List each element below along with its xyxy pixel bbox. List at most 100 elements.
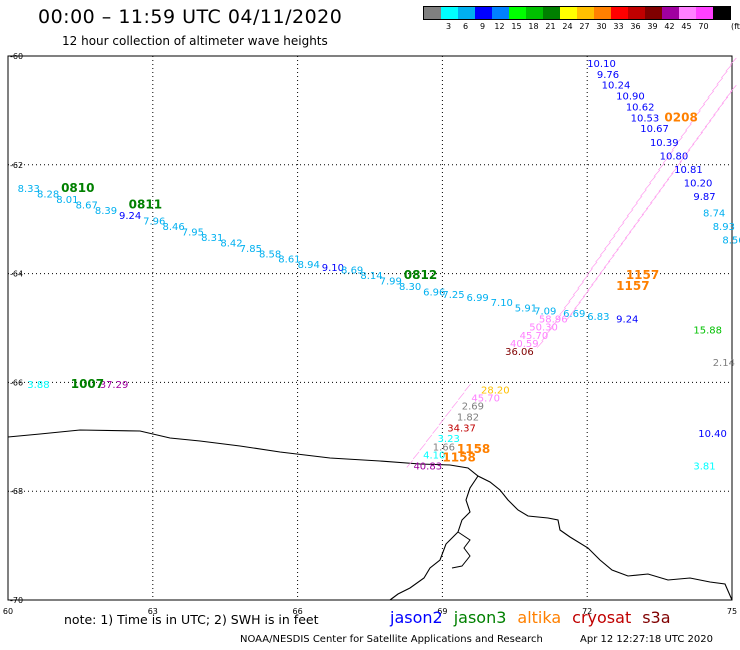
swh-value: 28.20 — [481, 385, 510, 396]
swh-value: 7.95 — [182, 228, 204, 239]
swh-value: 7.09 — [534, 306, 556, 317]
wave-height-values: 8.338.288.018.678.39 9.24 7.968.467.958.31… — [18, 59, 740, 473]
x-tick-label: 60 — [3, 607, 13, 616]
swh-value: 8.30 — [399, 282, 421, 293]
swh-value: 10.90 — [616, 92, 645, 103]
x-tick-label: 63 — [148, 607, 158, 616]
swh-value: 8.94 — [298, 260, 320, 271]
plot-frame — [7, 55, 733, 601]
swh-value: 7.10 — [491, 298, 513, 309]
pass-time-label: 0812 — [404, 268, 437, 282]
swh-value: 3.23 — [438, 434, 460, 445]
color-swatch — [526, 7, 543, 19]
swh-value: 3.88 — [27, 380, 49, 391]
swh-value: 40.59 — [510, 339, 539, 350]
color-scale-tick: 36 — [630, 22, 641, 31]
swh-value: 8.01 — [56, 195, 78, 206]
color-swatch — [458, 7, 475, 19]
satellite-name: cryosat — [572, 608, 632, 627]
swh-value: 7.85 — [240, 244, 262, 255]
color-swatch — [577, 7, 594, 19]
y-tick-label: -66 — [10, 378, 23, 387]
swh-value: 10.40 — [698, 429, 727, 440]
swh-value: 8.14 — [360, 271, 382, 282]
grid-lines — [8, 56, 732, 600]
color-scale-tick: 18 — [528, 22, 539, 31]
swh-value: 9.24 — [616, 315, 638, 326]
pass-time-label: 0208 — [664, 110, 697, 124]
color-swatch — [662, 7, 679, 19]
satellite-legend: jason2 jason3 altika cryosat s3a — [390, 608, 682, 627]
swh-value: 8.33 — [18, 184, 40, 195]
antarctic-coastline — [7, 429, 733, 601]
y-tick-label: -62 — [10, 161, 23, 170]
track-mark: — — [726, 54, 740, 69]
swh-value: 6.69 — [563, 309, 585, 320]
swh-value: 8.67 — [76, 200, 98, 211]
color-swatch — [441, 7, 458, 19]
swh-value: 7.25 — [442, 290, 464, 301]
color-swatch — [475, 7, 492, 19]
pass-time-label: 0811 — [129, 197, 162, 211]
swh-value: 10.10 — [587, 59, 616, 70]
swh-value: 15.88 — [693, 325, 722, 336]
color-scale-tick: 24 — [562, 22, 573, 31]
color-swatch — [713, 7, 730, 19]
track-mark: — — [726, 81, 740, 96]
swh-value: 8.28 — [37, 189, 59, 200]
satellite-name: jason3 — [453, 608, 507, 627]
swh-value: 10.24 — [602, 81, 631, 92]
color-scale-tick: 15 — [511, 22, 522, 31]
swh-value: 8.56 — [722, 236, 740, 247]
satellite-name: altika — [517, 608, 562, 627]
pass-time-label: 1157 — [616, 279, 649, 293]
generated-timestamp: Apr 12 12:27:18 UTC 2020 — [580, 634, 713, 645]
pass-time-label: 1158 — [442, 450, 475, 464]
satellite-name: jason2 — [390, 608, 443, 627]
swh-value: 8.69 — [341, 266, 363, 277]
swh-value: 9.76 — [597, 70, 619, 81]
swh-value: 45.70 — [520, 331, 549, 342]
swh-value: 58.96 — [539, 315, 568, 326]
swh-value: 10.20 — [684, 179, 713, 190]
swh-value: 9.87 — [693, 192, 715, 203]
swh-value: 45.70 — [471, 393, 500, 404]
pass-time-label: 0810 — [61, 181, 94, 195]
color-scale-tick: 6 — [462, 22, 469, 31]
pass-time-label: 1158 — [457, 442, 490, 456]
axis-ticks: 60 63 66 69 72 75-60-62-64-66-68-70 — [3, 52, 737, 616]
map-title: 00:00 – 11:59 UTC 04/11/2020 — [38, 6, 343, 28]
color-swatch — [611, 7, 628, 19]
swh-value: 50.30 — [529, 323, 558, 334]
units-note: note: 1) Time is in UTC; 2) SWH is in fe… — [64, 612, 319, 627]
color-swatch — [628, 7, 645, 19]
pass-time-label: 1157 — [626, 268, 659, 282]
color-scale-tick: 33 — [613, 22, 624, 31]
y-tick-label: -64 — [10, 270, 23, 279]
satellite-tracks: ————————————————————————————————————————… — [402, 54, 740, 471]
swh-value: 8.58 — [259, 249, 281, 260]
swh-value: 40.83 — [413, 461, 442, 472]
color-scale-tick: 3 — [445, 22, 452, 31]
swh-value: 9.10 — [322, 263, 344, 274]
swh-value: 37.29 — [100, 380, 129, 391]
x-tick-label: 66 — [293, 607, 303, 616]
swh-value: 8.74 — [703, 208, 725, 219]
satellite-name: s3a — [642, 608, 671, 627]
credit-text: NOAA/NESDIS Center for Satellite Applica… — [240, 634, 543, 645]
inlet-coast — [451, 531, 471, 569]
swh-value: 8.31 — [201, 233, 223, 244]
color-swatch — [424, 7, 441, 19]
swh-value: 8.39 — [95, 206, 117, 217]
color-swatch — [696, 7, 713, 19]
swh-value: 6.96 — [423, 287, 445, 298]
swh-value: 4.10 — [423, 451, 445, 462]
color-scale-unit: (ft) — [731, 22, 740, 31]
color-scale-tick: 30 — [596, 22, 607, 31]
color-swatch — [543, 7, 560, 19]
x-tick-label: 75 — [727, 607, 737, 616]
swh-value: 8.61 — [278, 255, 300, 266]
swh-value: 2.69 — [462, 402, 484, 413]
